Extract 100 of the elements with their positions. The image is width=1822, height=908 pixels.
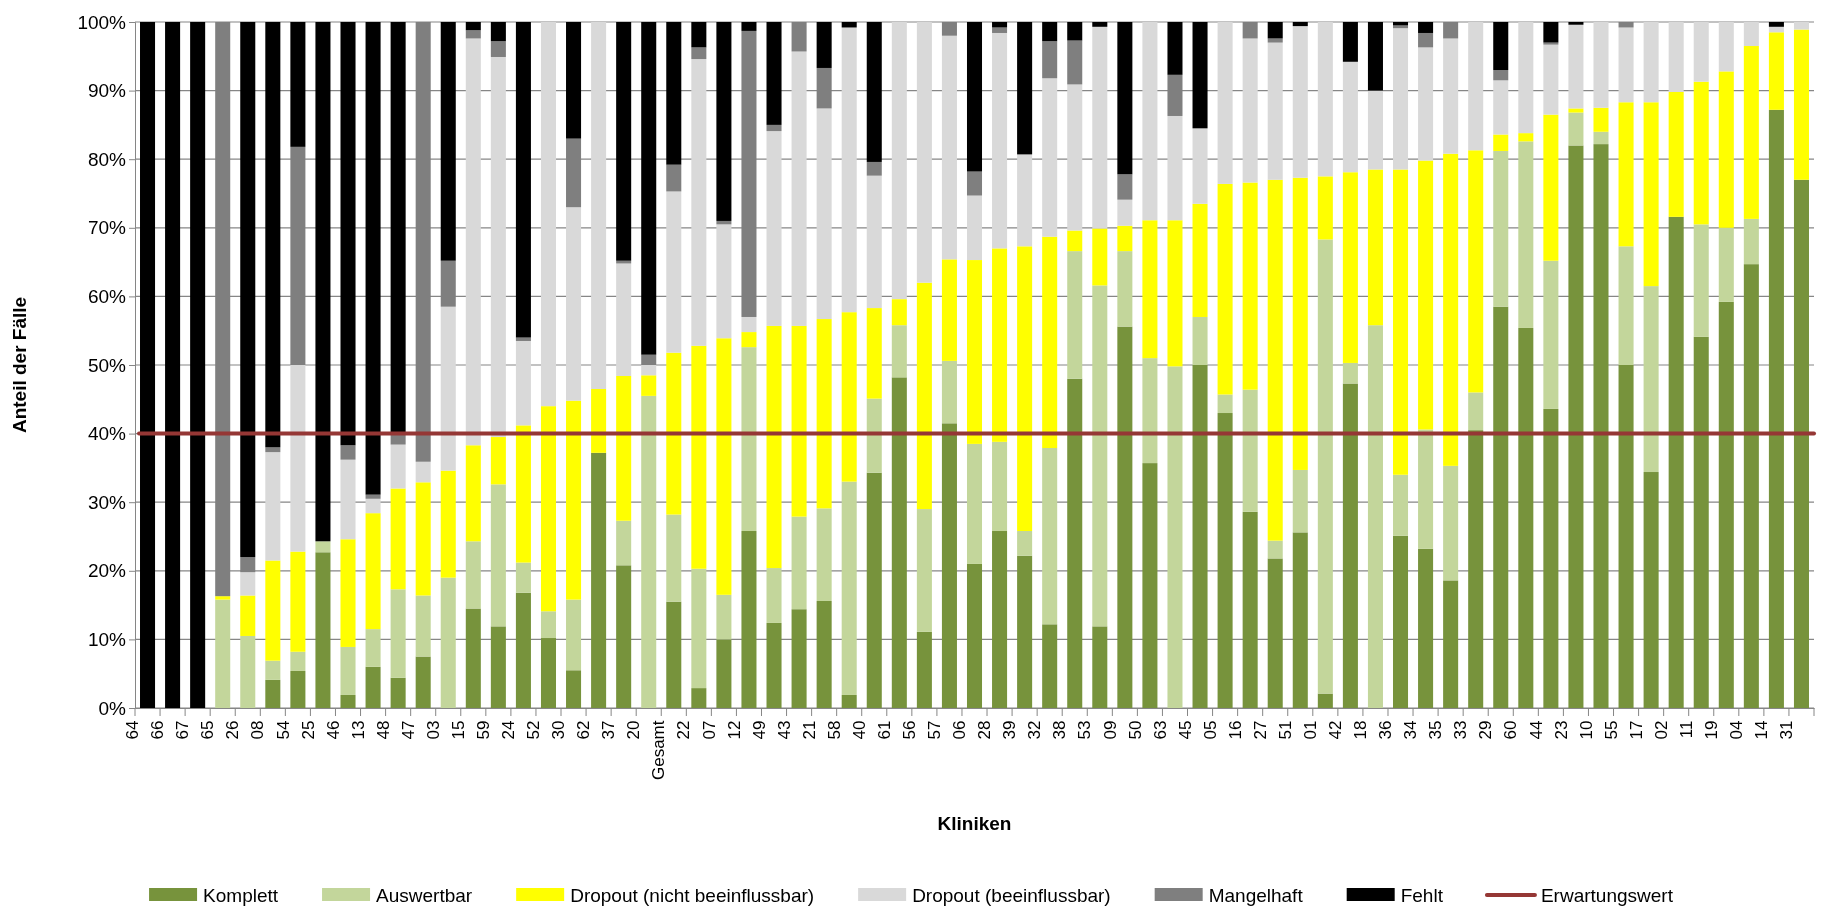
bar bbox=[1217, 183, 1233, 395]
x-tick-label: 15 bbox=[448, 720, 468, 740]
bar bbox=[465, 22, 481, 31]
bar bbox=[1643, 286, 1659, 473]
bar bbox=[1092, 285, 1108, 627]
bar bbox=[1117, 174, 1133, 200]
bar bbox=[1493, 70, 1509, 81]
bar bbox=[1192, 128, 1208, 204]
bar bbox=[1618, 102, 1634, 247]
bar bbox=[566, 22, 582, 139]
x-tick-label: 46 bbox=[323, 720, 343, 740]
bar bbox=[390, 488, 406, 590]
bar bbox=[340, 646, 356, 695]
bar bbox=[616, 263, 632, 376]
legend-label: Komplett bbox=[203, 885, 279, 906]
bar bbox=[490, 22, 506, 42]
bar bbox=[741, 531, 757, 708]
bar bbox=[290, 365, 306, 552]
bar bbox=[1593, 144, 1609, 708]
legend-label: Erwartungswert bbox=[1540, 885, 1674, 906]
legend-label: Dropout (nicht beeinflussbar) bbox=[570, 885, 815, 906]
x-tick-label: 27 bbox=[1250, 720, 1270, 740]
bar bbox=[1543, 260, 1559, 409]
bar bbox=[1743, 46, 1759, 219]
bar bbox=[1217, 394, 1233, 414]
bar bbox=[1793, 22, 1809, 30]
x-tick-label: 28 bbox=[975, 720, 995, 740]
x-tick-label: 65 bbox=[198, 720, 218, 740]
bar bbox=[866, 472, 882, 708]
bar bbox=[315, 541, 331, 553]
x-tick-label: 44 bbox=[1526, 720, 1546, 740]
bar bbox=[290, 551, 306, 652]
bar bbox=[1367, 169, 1383, 326]
bar bbox=[1167, 22, 1183, 75]
x-tick-label: 67 bbox=[173, 720, 193, 740]
bar bbox=[315, 22, 331, 542]
bar bbox=[1493, 150, 1509, 307]
bar bbox=[941, 35, 957, 260]
bar bbox=[1017, 531, 1033, 556]
y-tick-label: 20% bbox=[87, 560, 127, 582]
bar bbox=[490, 437, 506, 485]
bar bbox=[340, 459, 356, 540]
x-tick-label: 07 bbox=[699, 720, 719, 740]
bar bbox=[1117, 22, 1133, 175]
bar bbox=[365, 629, 381, 667]
x-tick-label: 16 bbox=[1225, 720, 1245, 740]
bar bbox=[591, 389, 607, 453]
bar bbox=[1192, 203, 1208, 317]
bar bbox=[866, 22, 882, 162]
x-tick-label: 18 bbox=[1351, 720, 1371, 740]
bar bbox=[265, 560, 281, 661]
bar bbox=[966, 260, 983, 444]
x-tick-label: 59 bbox=[474, 720, 494, 740]
bar bbox=[365, 498, 381, 514]
bar bbox=[215, 599, 231, 708]
bar bbox=[766, 325, 782, 569]
x-tick-label: 09 bbox=[1100, 720, 1120, 740]
x-tick-label: 61 bbox=[874, 720, 894, 740]
x-tick-label: 37 bbox=[599, 720, 619, 740]
bar bbox=[1142, 22, 1158, 221]
bar bbox=[992, 32, 1008, 249]
bar bbox=[916, 631, 932, 708]
bar bbox=[716, 224, 732, 339]
bar bbox=[165, 22, 181, 708]
x-tick-label: 25 bbox=[298, 720, 318, 740]
x-tick-label: 36 bbox=[1376, 720, 1396, 740]
bar bbox=[1468, 150, 1484, 393]
bar bbox=[1693, 81, 1709, 225]
x-tick-label: 54 bbox=[273, 720, 293, 740]
bar bbox=[1342, 383, 1358, 708]
bar bbox=[1042, 78, 1058, 237]
bar bbox=[365, 494, 381, 499]
bar bbox=[1793, 179, 1809, 708]
bar bbox=[415, 482, 431, 596]
bar bbox=[666, 352, 682, 515]
bar bbox=[766, 622, 782, 708]
x-tick-label: 53 bbox=[1075, 720, 1095, 740]
bar bbox=[1668, 216, 1684, 708]
bar bbox=[791, 51, 807, 326]
x-tick-label: 32 bbox=[1025, 720, 1045, 740]
bar bbox=[891, 22, 907, 300]
bar bbox=[841, 22, 857, 28]
bar bbox=[641, 375, 657, 396]
bar bbox=[215, 596, 231, 600]
x-tick-label: 29 bbox=[1476, 720, 1496, 740]
bar bbox=[1142, 220, 1158, 359]
bar bbox=[1568, 112, 1584, 146]
bar bbox=[1418, 429, 1434, 549]
bar bbox=[490, 626, 506, 708]
x-tick-label: 40 bbox=[849, 720, 869, 740]
bar bbox=[992, 22, 1008, 28]
bar bbox=[816, 22, 832, 68]
bar bbox=[1242, 38, 1258, 183]
x-tick-label: 33 bbox=[1451, 720, 1471, 740]
y-tick-label: 90% bbox=[87, 80, 127, 102]
bar bbox=[1443, 580, 1459, 708]
bar bbox=[966, 563, 983, 708]
bar bbox=[1418, 22, 1434, 33]
bar bbox=[841, 694, 857, 708]
x-tick-label: 60 bbox=[1501, 720, 1521, 740]
